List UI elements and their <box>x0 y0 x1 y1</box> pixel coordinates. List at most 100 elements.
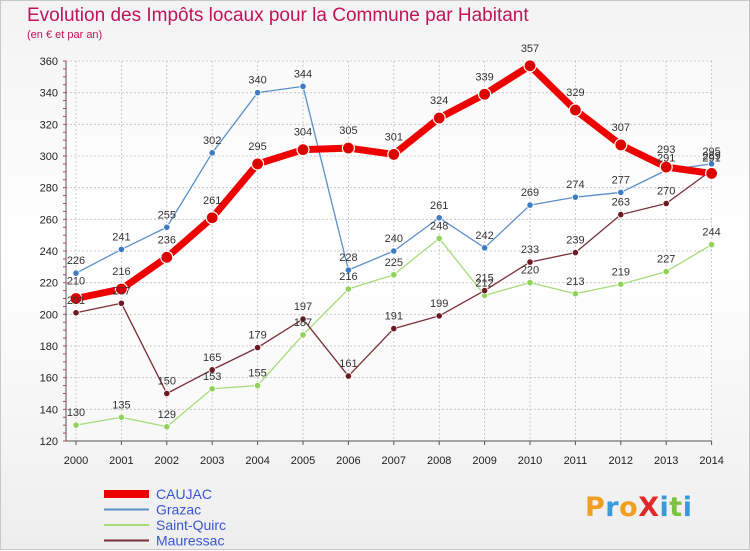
data-point-caujac <box>614 138 628 152</box>
data-point-grazac <box>163 223 171 231</box>
data-label-saint-quirc: 213 <box>566 276 584 288</box>
x-tick-label: 2007 <box>382 455 406 467</box>
data-label-saint-quirc: 153 <box>203 371 221 383</box>
y-tick-label: 340 <box>40 88 58 100</box>
data-point-saint-quirc <box>72 421 80 429</box>
data-point-mauressac <box>208 366 216 374</box>
data-label-mauressac: 239 <box>566 235 584 247</box>
data-point-grazac <box>617 188 625 197</box>
data-label-caujac: 289 <box>702 150 720 162</box>
data-point-caujac <box>205 211 219 225</box>
x-tick-label: 2006 <box>336 455 360 467</box>
logo-letter: i <box>659 492 670 523</box>
data-label-caujac: 339 <box>475 71 493 83</box>
x-tick-label: 2001 <box>109 455 133 467</box>
data-label-saint-quirc: 220 <box>521 265 539 277</box>
data-label-caujac: 305 <box>339 125 357 137</box>
x-tick-label: 2012 <box>609 455 633 467</box>
data-point-saint-quirc <box>344 285 352 293</box>
data-label-grazac: 255 <box>158 209 176 221</box>
y-tick-label: 200 <box>40 309 58 321</box>
logo-letter: t <box>669 492 683 523</box>
data-label-caujac: 236 <box>158 234 176 246</box>
x-tick-label: 2002 <box>155 455 179 467</box>
data-label-grazac: 344 <box>294 68 312 80</box>
x-tick-label: 2003 <box>200 455 224 467</box>
data-label-grazac: 261 <box>430 200 448 212</box>
series-layer <box>69 59 719 431</box>
data-point-caujac <box>69 291 83 306</box>
legend-label-saint-quirc: Saint-Quirc <box>156 517 226 533</box>
data-point-grazac <box>72 269 80 277</box>
data-label-mauressac: 291 <box>702 152 720 164</box>
data-point-mauressac <box>435 312 443 320</box>
x-tick-label: 2014 <box>699 455 723 467</box>
data-point-saint-quirc <box>254 381 262 390</box>
data-point-grazac <box>571 193 580 201</box>
data-label-mauressac: 263 <box>612 197 630 209</box>
x-tick-label: 2013 <box>654 455 678 467</box>
data-point-mauressac <box>344 372 352 380</box>
data-label-mauressac: 165 <box>203 352 221 364</box>
y-tick-label: 120 <box>40 436 58 448</box>
data-point-mauressac <box>299 315 307 323</box>
data-label-saint-quirc: 135 <box>112 399 130 411</box>
data-point-saint-quirc <box>662 267 670 276</box>
y-tick-label: 180 <box>40 341 58 353</box>
data-label-grazac: 302 <box>203 135 221 147</box>
logo-letter: X <box>638 492 660 523</box>
data-point-caujac <box>114 282 129 296</box>
legend-label-mauressac: Mauressac <box>156 533 224 549</box>
data-label-caujac: 307 <box>612 122 630 134</box>
data-point-mauressac <box>390 324 398 333</box>
data-label-saint-quirc: 219 <box>612 266 630 278</box>
data-point-grazac <box>390 247 398 255</box>
label-layer: 226 241 255 302 340 344 228 240 261 242 269 274 277 2… <box>67 43 721 421</box>
data-label-caujac: 304 <box>294 127 312 139</box>
data-point-caujac <box>659 160 673 174</box>
data-point-mauressac <box>662 199 670 208</box>
data-label-grazac: 242 <box>475 230 493 242</box>
data-point-caujac <box>568 103 583 117</box>
data-label-caujac: 324 <box>430 95 448 107</box>
legend-label-caujac: CAUJAC <box>156 486 212 502</box>
data-label-caujac: 357 <box>521 43 539 55</box>
data-label-saint-quirc: 129 <box>158 409 176 421</box>
x-tick-label: 2009 <box>472 455 496 467</box>
data-label-caujac: 329 <box>566 87 584 99</box>
data-point-mauressac <box>72 309 80 317</box>
x-tick-label: 2000 <box>64 455 88 467</box>
data-label-mauressac: 197 <box>294 301 312 313</box>
data-point-saint-quirc <box>571 290 580 298</box>
data-label-saint-quirc: 187 <box>294 317 312 329</box>
data-point-caujac <box>387 147 401 162</box>
data-label-grazac: 269 <box>521 187 539 199</box>
data-point-caujac <box>251 157 265 171</box>
data-label-mauressac: 161 <box>339 358 357 370</box>
data-point-mauressac <box>117 299 126 307</box>
logo-letter: P <box>585 492 606 523</box>
data-point-saint-quirc <box>707 241 716 249</box>
data-label-grazac: 291 <box>657 152 675 164</box>
data-point-caujac <box>160 250 174 264</box>
chart-title: Evolution des Impôts locaux pour la Comm… <box>27 5 529 26</box>
data-label-mauressac: 270 <box>657 186 675 198</box>
data-point-grazac <box>526 201 534 209</box>
data-point-caujac <box>296 143 310 157</box>
data-label-saint-quirc: 244 <box>702 227 720 239</box>
data-point-saint-quirc <box>208 385 216 393</box>
data-point-saint-quirc <box>163 423 171 431</box>
data-label-grazac: 228 <box>339 252 357 264</box>
data-label-mauressac: 179 <box>248 330 266 342</box>
data-label-grazac: 295 <box>702 146 720 158</box>
chart-subtitle: (en € et par an) <box>27 29 103 41</box>
data-label-caujac: 293 <box>657 144 675 156</box>
data-label-grazac: 226 <box>67 255 85 267</box>
data-label-mauressac: 150 <box>158 376 176 388</box>
data-label-mauressac: 233 <box>521 244 539 256</box>
y-tick-label: 160 <box>40 373 58 385</box>
data-point-grazac <box>254 89 262 97</box>
logo-letter: i <box>682 492 693 523</box>
data-label-mauressac: 199 <box>430 298 448 310</box>
